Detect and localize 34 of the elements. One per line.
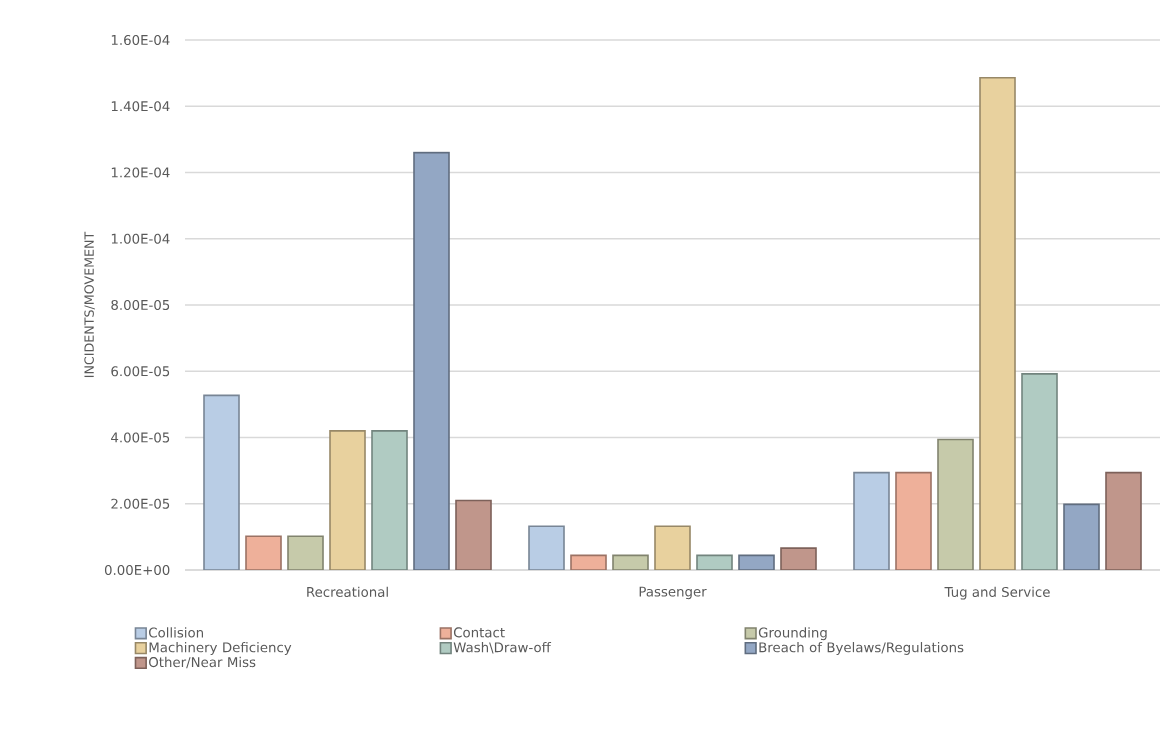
bar — [1063, 503, 1100, 570]
legend-label: Machinery Deficiency — [149, 642, 292, 655]
bar — [895, 471, 932, 570]
x-tick-label: Passenger — [639, 586, 707, 600]
y-axis-title: INCIDENTS/MOVEMENT — [84, 231, 95, 378]
legend-label: Breach of Byelaws/Regulations — [759, 642, 964, 655]
bar — [654, 525, 691, 570]
legend-label: Other/Near Miss — [149, 656, 256, 669]
x-tick-label: Tug and Service — [944, 586, 1050, 600]
bar — [853, 471, 890, 570]
y-tick-label: 2.00E-05 — [111, 498, 170, 509]
y-tick-label: 4.00E-05 — [111, 432, 170, 443]
legend-label: Contact — [453, 627, 505, 638]
y-tick-label: 8.00E-05 — [111, 299, 170, 311]
bar — [979, 76, 1016, 570]
bar — [329, 430, 366, 570]
bar — [1021, 373, 1058, 570]
y-tick-label: 6.00E-05 — [111, 366, 170, 377]
x-tick-label: Recreational — [307, 586, 388, 598]
bar — [413, 151, 450, 570]
bar — [371, 430, 408, 570]
y-tick-label: 1.40E-04 — [111, 101, 170, 112]
bar — [528, 525, 565, 570]
bar — [1105, 471, 1142, 570]
legend-label: Wash\Draw-off — [453, 642, 552, 654]
bar — [203, 394, 240, 570]
y-tick-label: 1.20E-04 — [111, 167, 170, 178]
legend-label: Grounding — [758, 627, 827, 641]
y-tick-label: 1.60E-04 — [111, 34, 170, 46]
y-tick-label: 0.00E+00 — [104, 564, 170, 576]
bar — [937, 438, 974, 570]
bar — [455, 499, 492, 570]
legend-label: Collision — [149, 627, 203, 638]
y-tick-label: 1.00E-04 — [111, 233, 170, 244]
